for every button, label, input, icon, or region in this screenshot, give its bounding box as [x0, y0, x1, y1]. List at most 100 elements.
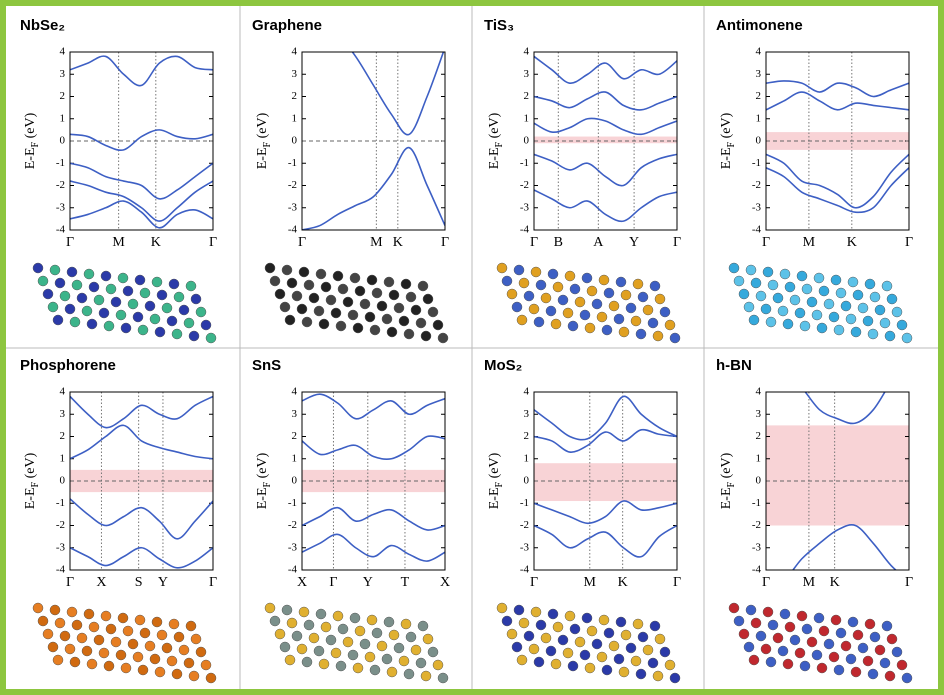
atom: [418, 621, 428, 631]
y-tick-label: -1: [56, 497, 65, 509]
atom: [297, 304, 307, 314]
atom: [77, 633, 87, 643]
atom: [783, 659, 793, 669]
atom: [70, 657, 80, 667]
atom: [551, 659, 561, 669]
atom: [892, 307, 902, 317]
atom: [38, 616, 48, 626]
atom: [597, 312, 607, 322]
atom: [152, 617, 162, 627]
atom: [201, 660, 211, 670]
y-tick-label: -3: [520, 201, 530, 213]
atom: [897, 660, 907, 670]
atom: [648, 658, 658, 668]
atom: [514, 605, 524, 615]
x-tick-label: M: [370, 235, 383, 250]
atom: [84, 609, 94, 619]
atom: [433, 660, 443, 670]
atom: [186, 281, 196, 291]
x-tick-label: X: [297, 575, 307, 590]
atom: [282, 265, 292, 275]
x-tick-label: M: [584, 575, 597, 590]
x-tick-label: S: [135, 575, 143, 590]
atom: [795, 648, 805, 658]
y-tick-label: 2: [292, 430, 298, 442]
atom: [299, 607, 309, 617]
atom: [846, 314, 856, 324]
y-tick-label: 0: [292, 135, 298, 147]
atom: [853, 630, 863, 640]
atom: [882, 281, 892, 291]
y-tick-label: -4: [752, 224, 762, 236]
x-tick-label: M: [112, 235, 125, 250]
atom: [428, 307, 438, 317]
y-tick-label: -1: [752, 497, 761, 509]
atom: [631, 656, 641, 666]
atom: [848, 277, 858, 287]
atom: [133, 652, 143, 662]
x-tick-label: B: [554, 235, 563, 250]
atom: [157, 290, 167, 300]
atom: [302, 657, 312, 667]
atom: [665, 320, 675, 330]
atom: [882, 621, 892, 631]
atom: [756, 291, 766, 301]
y-tick-label: 1: [292, 112, 298, 124]
y-tick-label: 2: [524, 90, 530, 102]
atom: [135, 615, 145, 625]
atom: [585, 663, 595, 673]
y-tick-label: 1: [524, 112, 530, 124]
atom: [353, 323, 363, 333]
atom: [372, 628, 382, 638]
atom: [145, 641, 155, 651]
y-label-unit: (eV): [487, 112, 502, 141]
atom: [636, 669, 646, 679]
atom: [502, 276, 512, 286]
y-tick-label: 3: [292, 408, 298, 420]
atom: [619, 667, 629, 677]
y-tick-label: -1: [752, 157, 761, 169]
atom: [72, 280, 82, 290]
atom: [602, 665, 612, 675]
y-tick-label: -2: [56, 519, 65, 531]
atom: [812, 650, 822, 660]
atom: [196, 647, 206, 657]
y-tick-label: 4: [524, 386, 530, 398]
atom: [592, 299, 602, 309]
atom: [802, 624, 812, 634]
atom: [377, 641, 387, 651]
atom: [184, 318, 194, 328]
atom: [406, 292, 416, 302]
atom: [314, 646, 324, 656]
atom: [638, 632, 648, 642]
atom: [650, 281, 660, 291]
atom: [389, 290, 399, 300]
atom: [128, 639, 138, 649]
atom: [609, 301, 619, 311]
x-tick-label: Γ: [441, 235, 449, 250]
atom: [587, 626, 597, 636]
y-label-main: E-E: [719, 147, 734, 169]
atom: [138, 665, 148, 675]
atom: [621, 630, 631, 640]
atom: [626, 643, 636, 653]
atom: [121, 323, 131, 333]
atom: [186, 621, 196, 631]
atom: [780, 609, 790, 619]
atom: [734, 276, 744, 286]
atom: [756, 631, 766, 641]
atom: [333, 611, 343, 621]
y-label-main: E-E: [23, 487, 38, 509]
y-tick-label: 4: [524, 46, 530, 58]
atom: [348, 650, 358, 660]
atom: [514, 265, 524, 275]
atom: [887, 294, 897, 304]
atom: [111, 637, 121, 647]
atom: [370, 325, 380, 335]
atom: [316, 269, 326, 279]
atom: [885, 331, 895, 341]
y-tick-label: 4: [292, 46, 298, 58]
y-label-unit: (eV): [487, 452, 502, 481]
atom: [875, 645, 885, 655]
y-tick-label: -1: [520, 497, 529, 509]
